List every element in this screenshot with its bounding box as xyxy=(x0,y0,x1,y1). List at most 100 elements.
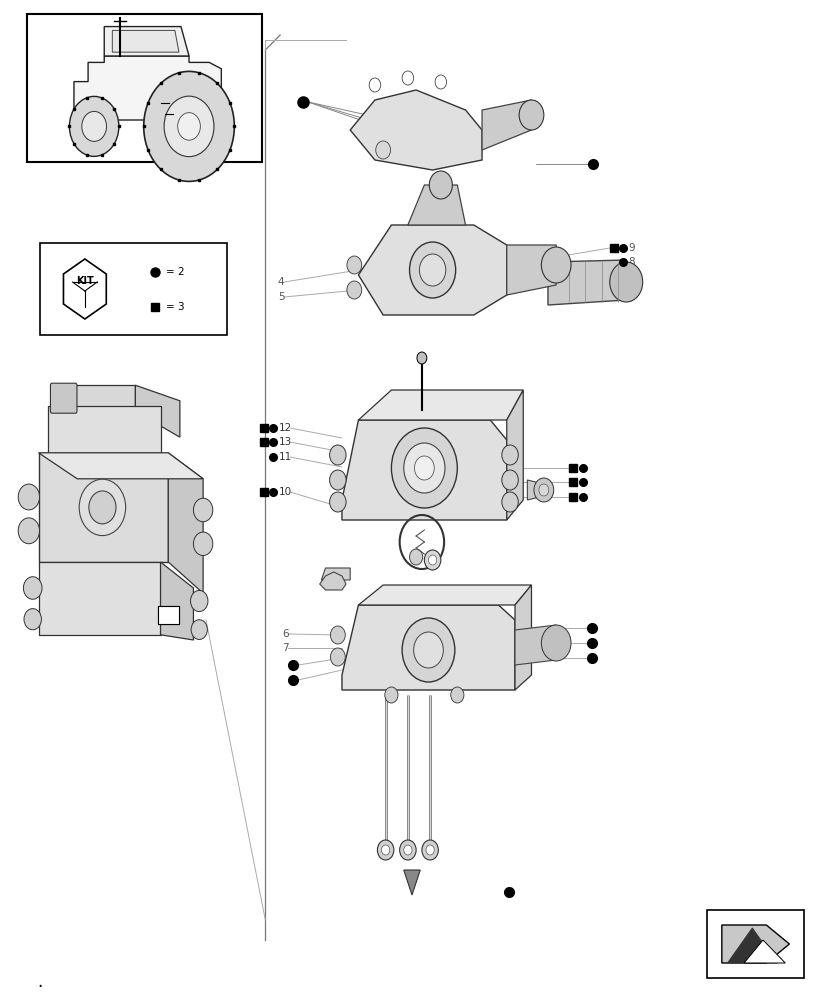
Circle shape xyxy=(89,491,116,524)
Circle shape xyxy=(79,479,125,536)
Circle shape xyxy=(385,687,398,703)
Text: .: . xyxy=(37,973,42,991)
Circle shape xyxy=(519,100,544,130)
Text: = 3: = 3 xyxy=(166,302,185,312)
Circle shape xyxy=(502,492,518,512)
Circle shape xyxy=(541,625,571,661)
Circle shape xyxy=(400,840,416,860)
Circle shape xyxy=(347,281,362,299)
Circle shape xyxy=(369,78,381,92)
Circle shape xyxy=(414,632,443,668)
Bar xyxy=(27,14,262,162)
Polygon shape xyxy=(358,390,523,420)
Polygon shape xyxy=(104,27,189,56)
Text: = 2: = 2 xyxy=(166,267,185,277)
Circle shape xyxy=(419,254,446,286)
Circle shape xyxy=(402,71,414,85)
Circle shape xyxy=(82,111,106,141)
Circle shape xyxy=(330,648,345,666)
Circle shape xyxy=(377,840,394,860)
Circle shape xyxy=(194,498,213,522)
Polygon shape xyxy=(161,562,194,640)
Polygon shape xyxy=(74,56,222,120)
Circle shape xyxy=(534,478,554,502)
Text: 7: 7 xyxy=(282,643,288,653)
Circle shape xyxy=(451,687,464,703)
Polygon shape xyxy=(342,420,507,520)
Bar xyxy=(707,910,804,978)
Circle shape xyxy=(402,618,455,682)
Polygon shape xyxy=(39,562,161,635)
Text: KIT: KIT xyxy=(76,276,94,286)
Polygon shape xyxy=(404,870,420,895)
Polygon shape xyxy=(39,453,168,562)
Text: 8: 8 xyxy=(629,257,635,267)
Polygon shape xyxy=(112,30,179,52)
Polygon shape xyxy=(527,480,544,500)
Polygon shape xyxy=(728,928,777,963)
Circle shape xyxy=(143,71,234,181)
Circle shape xyxy=(69,96,119,156)
Polygon shape xyxy=(320,572,346,590)
Circle shape xyxy=(376,141,391,159)
Polygon shape xyxy=(515,625,556,665)
Polygon shape xyxy=(358,585,531,605)
Text: 1: 1 xyxy=(166,610,171,620)
Circle shape xyxy=(404,443,445,493)
Circle shape xyxy=(541,247,571,283)
Text: 6: 6 xyxy=(629,273,635,283)
Circle shape xyxy=(194,532,213,556)
Circle shape xyxy=(424,550,441,570)
Circle shape xyxy=(24,609,41,630)
Polygon shape xyxy=(515,585,531,690)
Circle shape xyxy=(428,555,437,565)
Circle shape xyxy=(330,445,346,465)
Circle shape xyxy=(18,518,40,544)
Bar xyxy=(158,606,179,624)
Circle shape xyxy=(610,262,643,302)
Text: 9: 9 xyxy=(629,243,635,253)
Circle shape xyxy=(417,352,427,364)
Circle shape xyxy=(391,428,457,508)
Circle shape xyxy=(330,470,346,490)
Circle shape xyxy=(426,845,434,855)
Circle shape xyxy=(347,256,362,274)
Circle shape xyxy=(502,445,518,465)
Circle shape xyxy=(435,75,447,89)
Circle shape xyxy=(23,577,42,599)
Text: 4: 4 xyxy=(278,277,284,287)
Text: 13: 13 xyxy=(279,437,292,447)
Polygon shape xyxy=(350,90,482,170)
Text: 12: 12 xyxy=(279,423,292,433)
Polygon shape xyxy=(722,925,789,963)
Text: 1: 1 xyxy=(165,610,172,620)
Polygon shape xyxy=(507,390,523,520)
Circle shape xyxy=(164,96,214,157)
Circle shape xyxy=(382,845,390,855)
Text: 5: 5 xyxy=(278,292,284,302)
Circle shape xyxy=(191,620,208,639)
Circle shape xyxy=(422,840,438,860)
Polygon shape xyxy=(63,259,106,319)
FancyBboxPatch shape xyxy=(50,383,77,413)
Circle shape xyxy=(410,549,423,565)
Polygon shape xyxy=(168,453,203,593)
Circle shape xyxy=(539,484,549,496)
Text: 11: 11 xyxy=(279,452,292,462)
Polygon shape xyxy=(358,225,507,315)
Circle shape xyxy=(414,456,434,480)
Circle shape xyxy=(190,590,208,612)
Bar xyxy=(158,606,179,624)
Circle shape xyxy=(502,470,518,490)
Polygon shape xyxy=(507,245,556,295)
Circle shape xyxy=(410,242,456,298)
Polygon shape xyxy=(135,385,180,437)
Text: 10: 10 xyxy=(279,487,292,497)
Circle shape xyxy=(178,113,200,140)
Circle shape xyxy=(330,492,346,512)
Circle shape xyxy=(429,171,452,199)
Polygon shape xyxy=(482,100,531,150)
Circle shape xyxy=(404,845,412,855)
Polygon shape xyxy=(321,568,350,580)
Polygon shape xyxy=(548,260,626,305)
